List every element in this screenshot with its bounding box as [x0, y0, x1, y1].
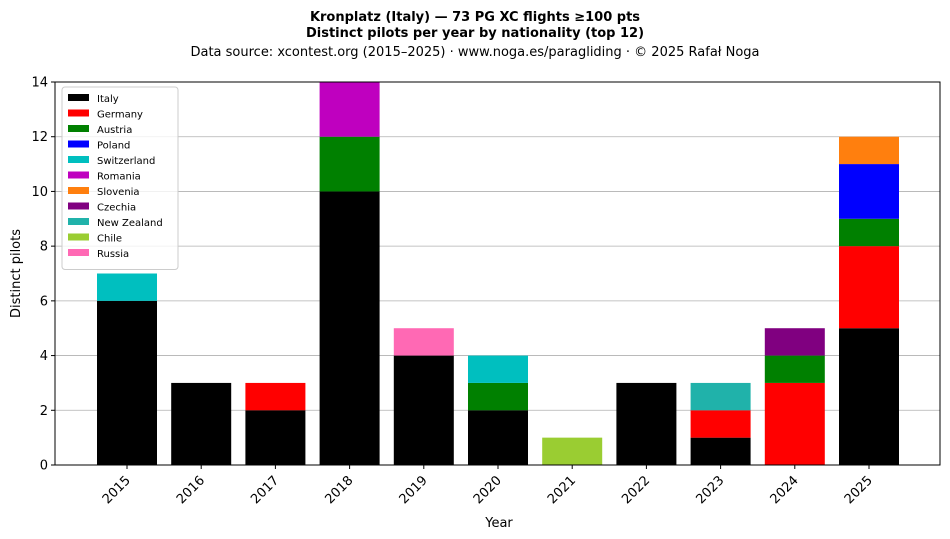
- legend-swatch: [68, 202, 89, 210]
- bar-2020-austria: [468, 382, 528, 411]
- legend-label: Poland: [97, 141, 130, 152]
- y-axis-label: Distinct pilots: [9, 229, 24, 318]
- legend-label: Russia: [97, 249, 129, 260]
- y-tick-label: 14: [31, 76, 48, 91]
- legend-swatch: [68, 125, 89, 132]
- legend-swatch: [68, 94, 89, 101]
- y-tick-label: 6: [40, 294, 48, 309]
- bar-2024-germany: [764, 382, 825, 465]
- bar-2024-czechia: [764, 328, 825, 356]
- x-axis-ticks: 2015 2016 2017 2018 2019 2020 2021 2022 2023 2024…: [100, 465, 876, 507]
- bar-2017-italy: [245, 410, 306, 465]
- bar-2019-italy: [393, 355, 454, 465]
- legend-swatch: [68, 109, 89, 117]
- legend-swatch: [68, 233, 89, 241]
- bar-2023-italy: [690, 437, 751, 465]
- legend-swatch: [68, 218, 89, 225]
- legend-swatch: [68, 187, 89, 194]
- y-tick-label: 8: [40, 240, 48, 255]
- y-tick-label: 4: [40, 349, 48, 364]
- y-axis-ticks: 0 2 4 6 8 10 12 14: [31, 76, 55, 474]
- legend-swatch: [68, 249, 89, 256]
- legend-swatch: [68, 140, 89, 148]
- y-tick-label: 10: [31, 185, 48, 200]
- x-tick-label: 2025: [842, 473, 876, 507]
- x-tick-label: 2022: [619, 473, 653, 507]
- bar-2018-romania: [319, 82, 380, 137]
- x-tick-label: 2019: [397, 473, 431, 507]
- bar-2020-switzerland: [468, 355, 528, 383]
- bar-2025-slovenia: [839, 136, 899, 165]
- legend-label: Austria: [97, 125, 132, 136]
- x-tick-label: 2017: [248, 473, 282, 507]
- y-tick-label: 0: [40, 459, 48, 474]
- legend: Italy Germany Austria Poland Switzerland Roma…: [61, 86, 179, 270]
- chart-subtitle: Distinct pilots per year by nationality …: [306, 26, 644, 41]
- bar-2025-austria: [839, 218, 899, 247]
- x-tick-label: 2020: [471, 473, 505, 507]
- chart-title: Kronplatz (Italy) — 73 PG XC flights ≥10…: [310, 10, 640, 25]
- bar-2019-russia: [393, 328, 454, 356]
- chart-source: Data source: xcontest.org (2015–2025) · …: [190, 45, 759, 60]
- legend-label: Romania: [97, 172, 141, 183]
- legend-swatch: [68, 156, 89, 163]
- bar-2018-austria: [319, 136, 380, 192]
- bar-2025-poland: [839, 164, 899, 219]
- bar-2021-chile: [542, 437, 603, 465]
- x-tick-label: 2023: [693, 473, 727, 507]
- bar-2023-germany: [690, 410, 751, 438]
- x-tick-label: 2018: [322, 473, 356, 507]
- bar-2015-italy: [97, 300, 157, 465]
- bar-2017-germany: [245, 382, 306, 411]
- legend-swatch: [68, 171, 89, 179]
- x-tick-label: 2016: [174, 473, 208, 507]
- bar-2015-switzerland: [97, 273, 157, 301]
- legend-label: New Zealand: [97, 218, 163, 229]
- x-tick-label: 2024: [768, 473, 802, 507]
- bar-2022-italy: [616, 382, 677, 465]
- legend-label: Italy: [97, 94, 119, 105]
- bar-2018-italy: [319, 191, 380, 465]
- bar-2025-italy: [839, 328, 899, 465]
- y-tick-label: 12: [31, 130, 48, 145]
- bar-2024-austria: [764, 355, 825, 383]
- legend-frame: [61, 86, 179, 270]
- legend-label: Switzerland: [97, 156, 155, 167]
- bar-2025-germany: [839, 246, 899, 329]
- y-tick-label: 2: [40, 404, 48, 419]
- legend-label: Chile: [97, 234, 122, 245]
- legend-label: Germany: [97, 110, 143, 121]
- bar-2023-new-zealand: [690, 382, 751, 411]
- bar-2020-italy: [468, 410, 528, 465]
- legend-label: Slovenia: [97, 187, 140, 198]
- x-tick-label: 2021: [545, 473, 579, 507]
- x-axis-label: Year: [484, 516, 513, 531]
- x-tick-label: 2015: [100, 473, 134, 507]
- legend-label: Czechia: [97, 203, 136, 214]
- bar-2016-italy: [171, 382, 232, 465]
- bars: [97, 82, 899, 465]
